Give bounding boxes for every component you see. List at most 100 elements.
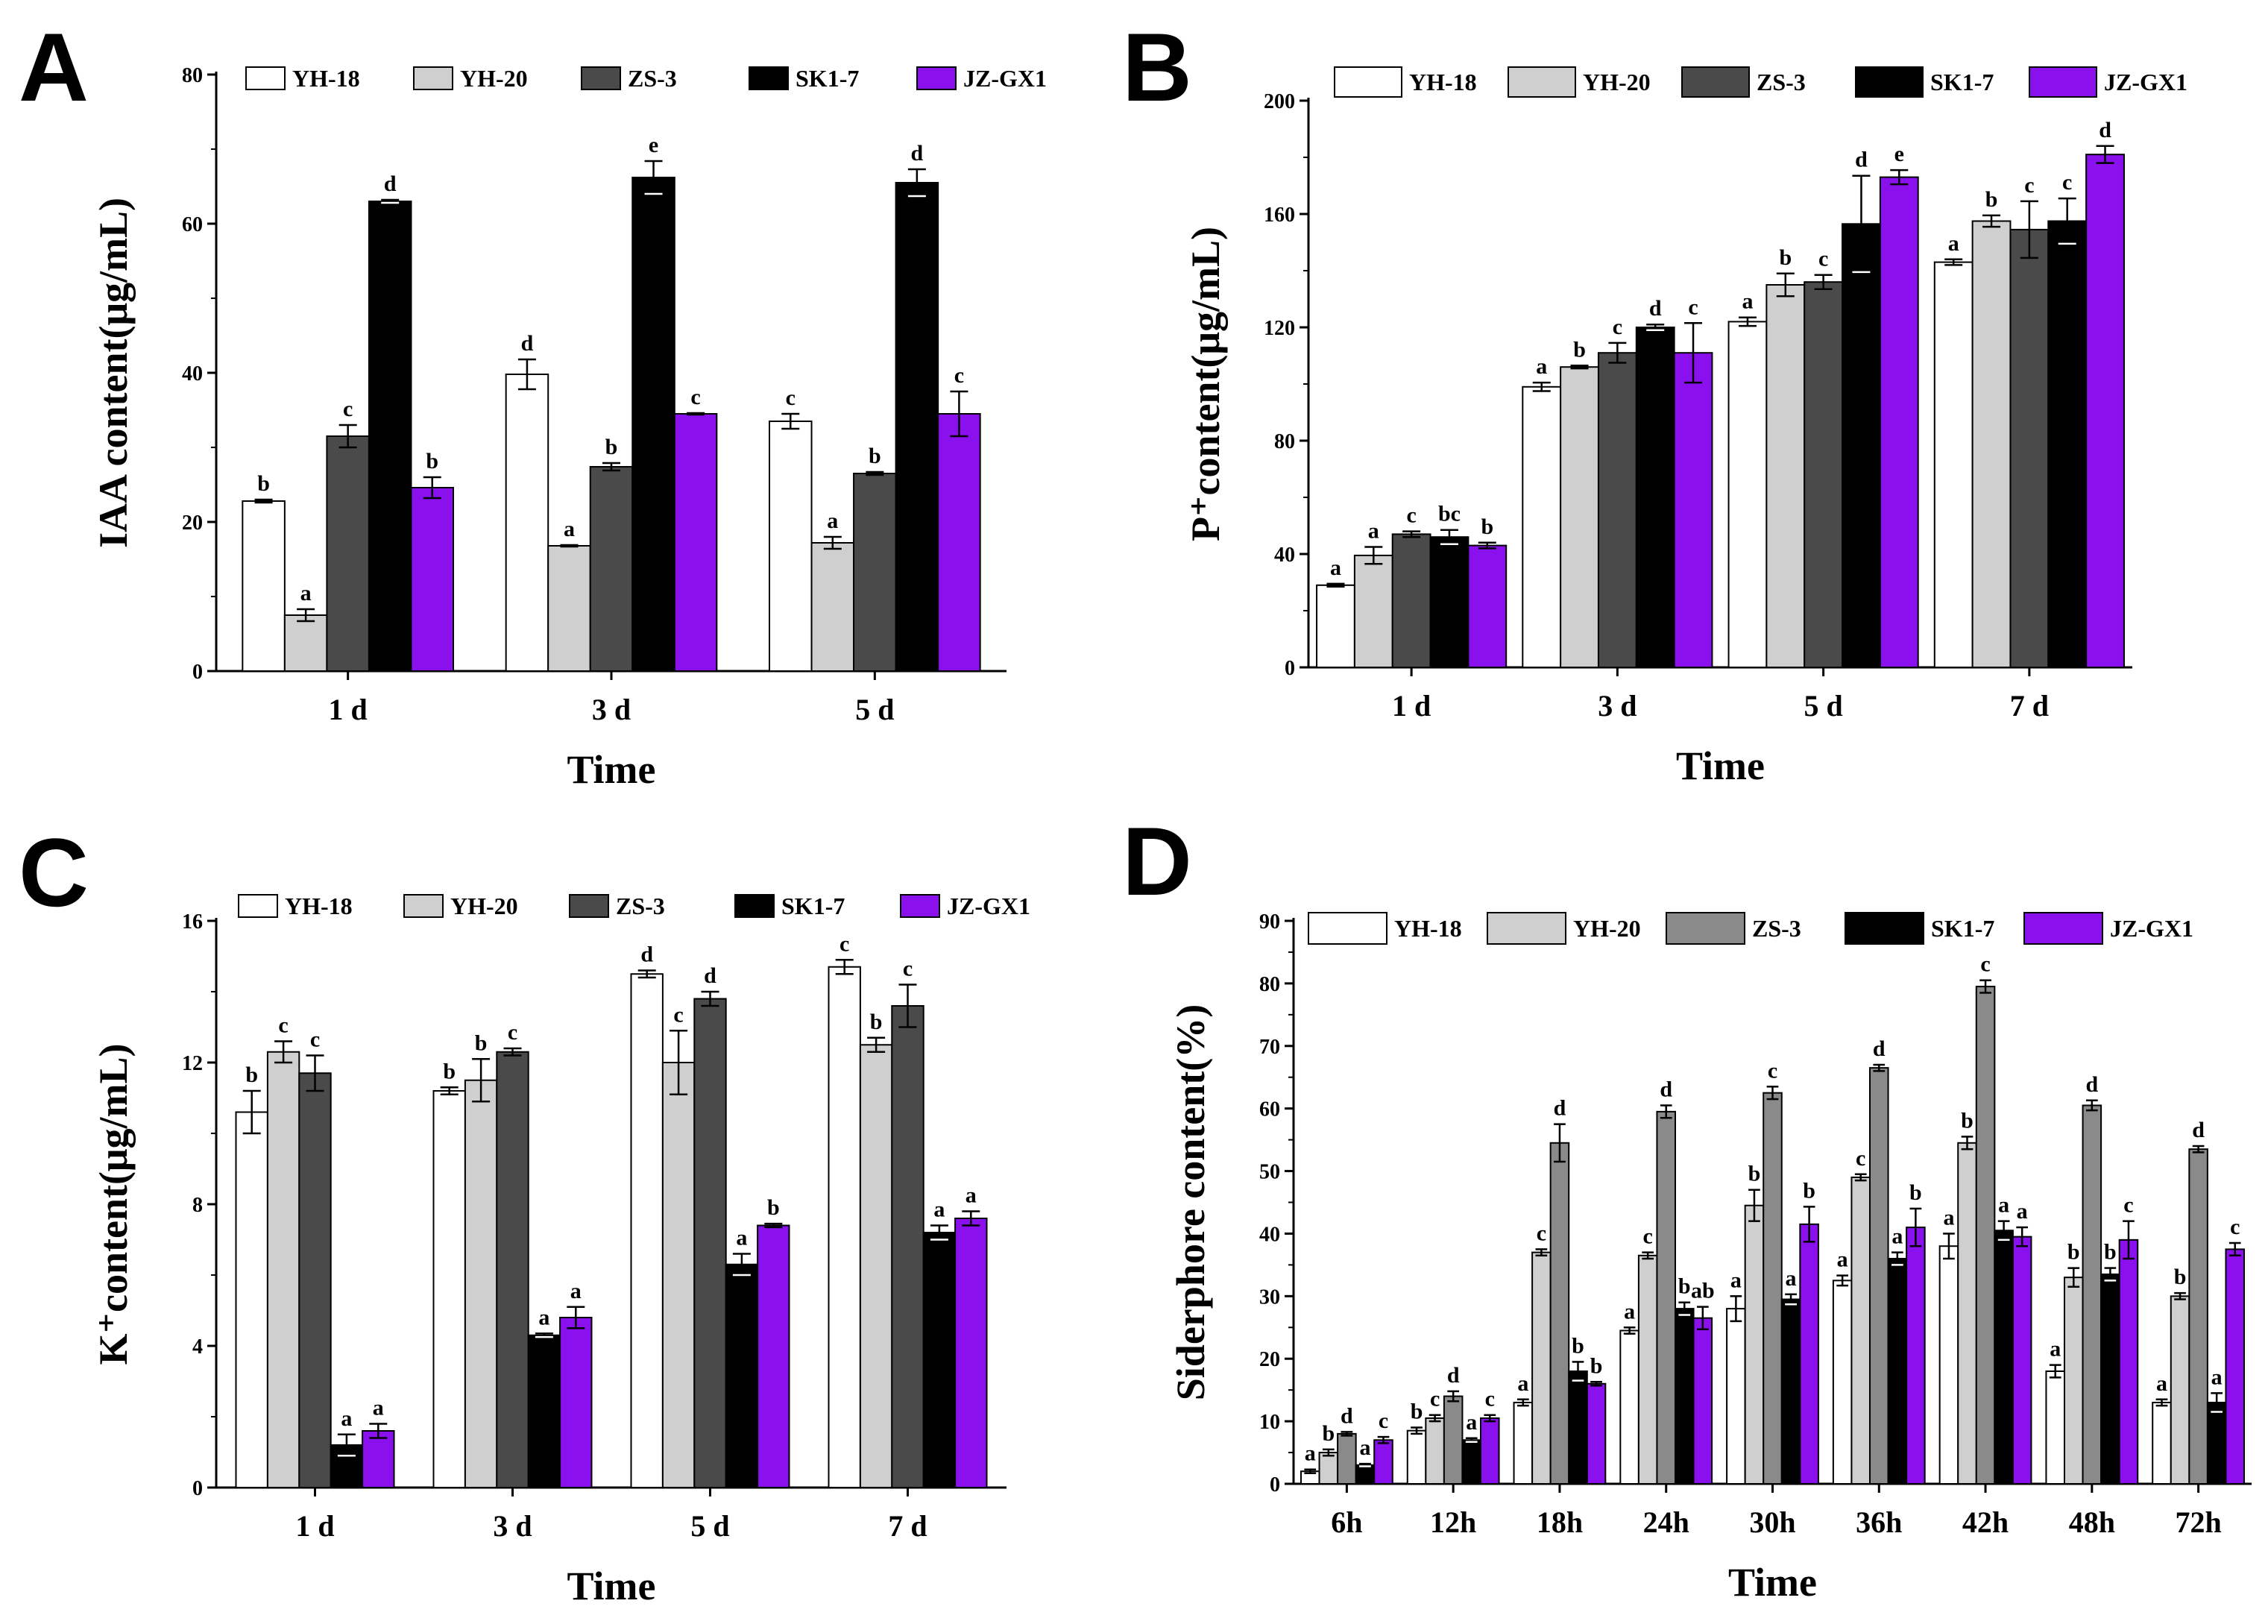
bar [1560,366,1599,668]
significance-label: a [1742,289,1753,314]
bar [589,466,634,672]
significance-label: a [736,1226,747,1250]
legend-label: SK1-7 [1930,69,1994,95]
legend-label: YH-18 [292,65,360,92]
significance-label: a [1943,1205,1954,1230]
y-axis-title: P⁺content(μg/mL) [1183,227,1228,541]
legend-swatch [1308,912,1387,945]
significance-label: a [1517,1371,1528,1396]
bar [2045,1370,2065,1485]
bar [1850,1176,1871,1485]
significance-label: c [278,1013,288,1038]
legend-swatch [1666,912,1745,945]
bar [410,487,455,672]
panel-letter: B [1122,13,1192,122]
significance-label: d [2192,1118,2205,1142]
significance-label: c [2062,170,2072,195]
legend-label: YH-18 [285,893,353,919]
bar [1832,1280,1853,1485]
bar [1467,544,1508,668]
legend-swatch [734,894,775,918]
x-tick-label: 7 d [888,1509,927,1543]
legend-swatch [1508,66,1576,98]
legend-label: ZS-3 [628,65,677,92]
significance-label: a [2050,1337,2061,1362]
bar [266,1051,300,1488]
significance-label: a [1891,1224,1903,1249]
significance-label: b [1678,1274,1691,1299]
y-tick-label: 12 [182,1052,203,1075]
bar [2082,1104,2102,1485]
bar [1522,385,1562,668]
y-tick-label: 0 [1270,1473,1280,1496]
legend-swatch [2023,912,2103,945]
significance-label: a [300,581,312,605]
significance-label: a [827,509,838,533]
significance-label: b [443,1059,456,1083]
legend-label: JZ-GX1 [947,893,1030,919]
bar [1619,1329,1639,1485]
x-axis-title: Time [1676,743,1765,788]
chart-panel-d: D01020304050607080906habdac12hbcdac18hac… [1122,807,2252,1605]
bar [362,1430,395,1488]
significance-label: c [1485,1387,1495,1411]
x-tick-label: 42h [1962,1505,2009,1539]
significance-label: d [911,141,924,166]
y-tick-label: 8 [192,1194,203,1217]
significance-label: b [475,1030,488,1055]
significance-label: c [1406,503,1416,528]
x-tick-label: 1 d [295,1509,334,1543]
bar [1971,220,2012,668]
bar [505,374,549,672]
y-tick-label: 0 [192,661,203,684]
y-tick-label: 80 [182,64,203,87]
bar [496,1051,529,1488]
y-tick-label: 120 [1264,317,1295,340]
significance-label: c [508,1020,517,1045]
y-tick-label: 0 [1285,657,1295,680]
bar [1763,1092,1783,1485]
legend-label: ZS-3 [616,893,665,919]
bar [1938,1245,1959,1485]
legend-label: YH-20 [460,65,528,92]
bar [1513,1401,1534,1485]
significance-label: a [570,1279,582,1303]
y-tick-label: 4 [192,1335,203,1359]
significance-label: d [2099,118,2111,142]
significance-label: b [2104,1240,2117,1265]
significance-label: b [870,1010,883,1034]
bar [1744,1204,1765,1485]
significance-label: c [2230,1215,2240,1239]
significance-label: e [649,133,658,157]
significance-label: c [1643,1224,1653,1249]
bar [673,413,718,672]
y-tick-label: 70 [1259,1036,1280,1059]
significance-label: a [1536,354,1547,379]
bar [630,973,664,1488]
bar [1933,261,1974,669]
bar [1318,1452,1339,1485]
legend-label: SK1-7 [796,65,859,92]
significance-label: b [1803,1178,1815,1203]
significance-label: c [1818,247,1828,271]
significance-label: b [245,1063,258,1087]
significance-label: a [2156,1371,2167,1396]
bar [1727,321,1768,668]
significance-label: ab [1691,1279,1715,1303]
x-tick-label: 12h [1430,1505,1476,1539]
legend-swatch [413,66,453,90]
significance-label: b [2067,1240,2080,1265]
x-tick-label: 72h [2175,1505,2221,1539]
significance-label: a [933,1197,945,1222]
legend-swatch [749,66,789,90]
significance-label: b [767,1195,780,1220]
significance-label: c [786,385,796,410]
bar [954,1218,988,1488]
bar [1906,1227,1926,1485]
bar [1373,1439,1393,1485]
significance-label: c [1768,1058,1777,1083]
y-tick-label: 60 [1259,1098,1280,1121]
bar [1975,986,1996,1485]
significance-label: a [1359,1435,1370,1460]
